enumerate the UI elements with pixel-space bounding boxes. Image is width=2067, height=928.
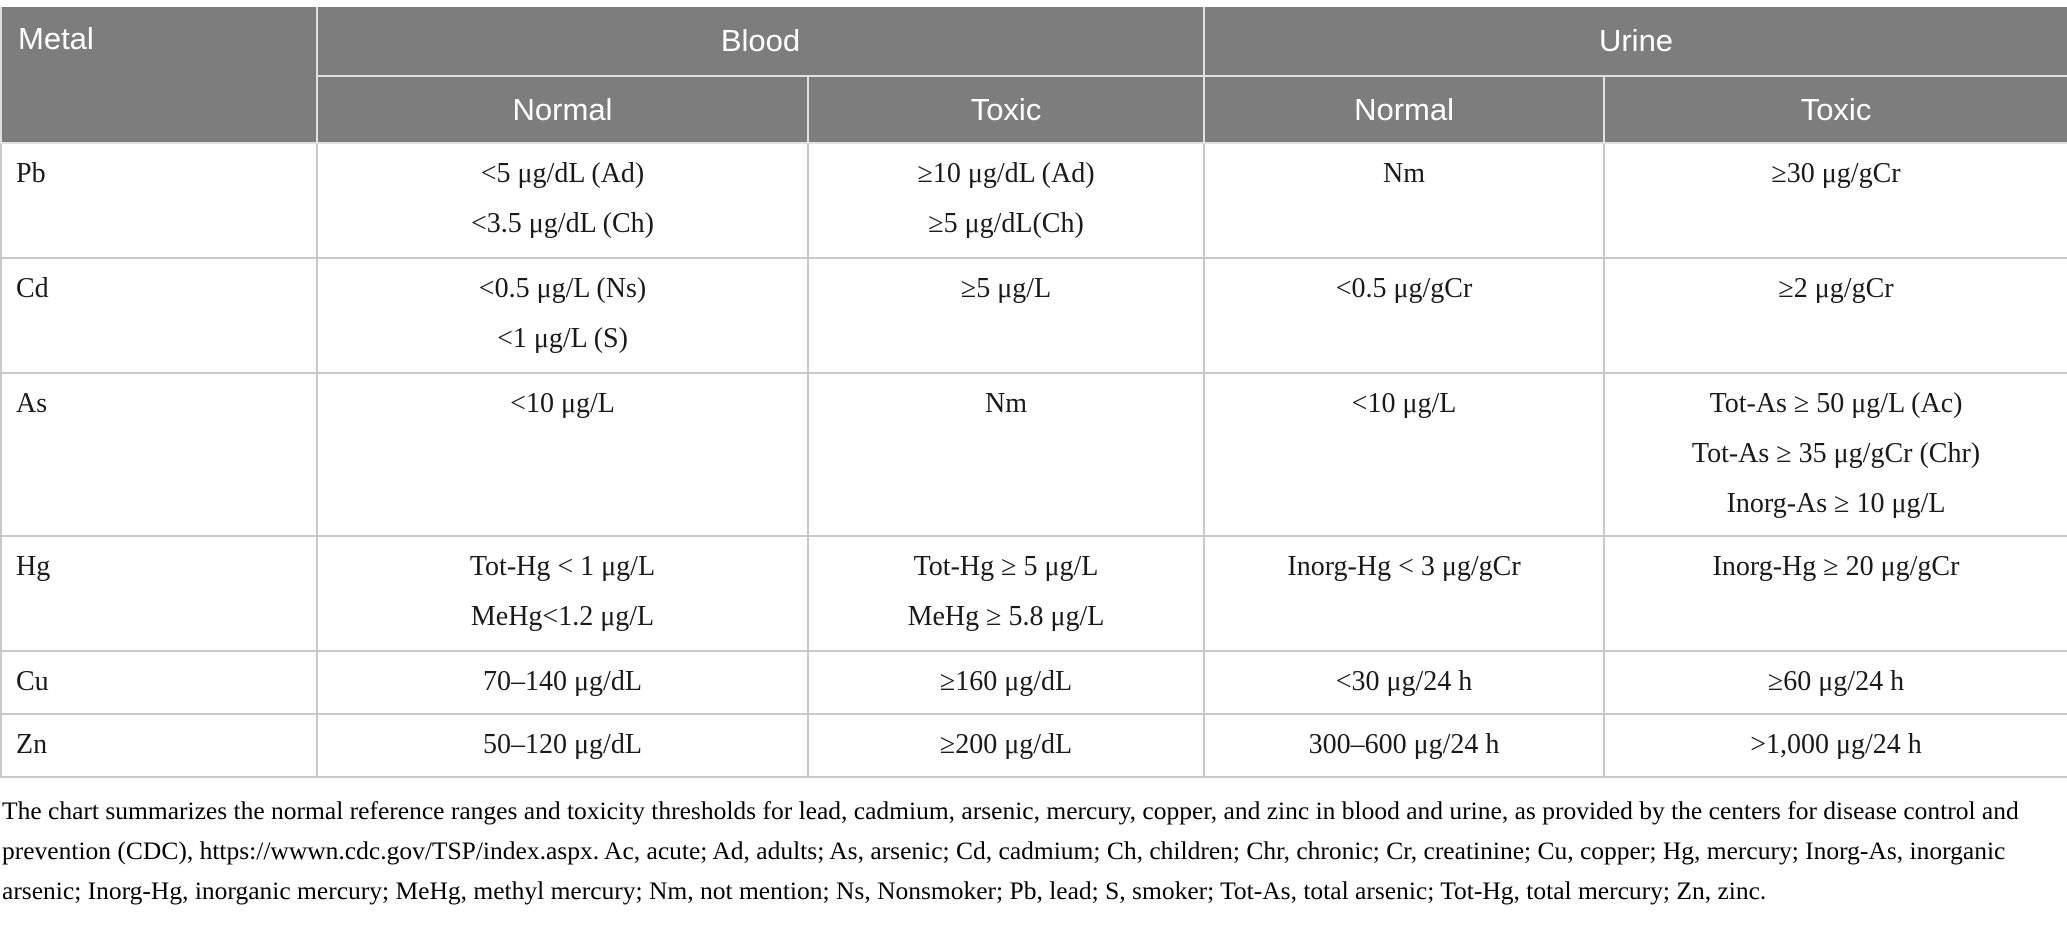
cell-line: ≥5 μg/dL(Ch): [928, 208, 1084, 239]
cell-line: <1 μg/L (S): [497, 323, 628, 354]
metal-label: Hg: [16, 551, 51, 582]
blood-toxic-cell: ≥10 μg/dL (Ad) ≥5 μg/dL(Ch): [806, 142, 1206, 259]
urine-normal-cell: <30 μg/24 h: [1203, 650, 1606, 715]
urine-normal-cell: <10 μg/L: [1203, 372, 1606, 537]
table-row-cd: Cd <0.5 μg/L (Ns) <1 μg/L (S) ≥5 μg/L <0…: [0, 257, 2067, 374]
header-urine: Urine: [1203, 7, 2067, 77]
metal-cell: Hg: [0, 535, 318, 652]
metal-cell: Cu: [0, 650, 318, 715]
blood-toxic-cell: ≥5 μg/L: [806, 257, 1206, 374]
metal-cell: Cd: [0, 257, 318, 374]
urine-toxic-cell: ≥2 μg/gCr: [1603, 257, 2067, 374]
metal-label: As: [16, 388, 48, 419]
footnote: The chart summarizes the normal referenc…: [2, 796, 2019, 905]
cell-line: Inorg-Hg < 3 μg/gCr: [1287, 551, 1521, 582]
blood-toxic-cell: Tot-Hg ≥ 5 μg/L MeHg ≥ 5.8 μg/L: [806, 535, 1206, 652]
cell-line: 50–120 μg/dL: [483, 729, 642, 760]
blood-toxic-cell: ≥160 μg/dL: [806, 650, 1206, 715]
header-row-subgroups: Normal Toxic Normal Toxic: [1, 76, 2067, 144]
cell-line: 300–600 μg/24 h: [1308, 729, 1500, 760]
cell-line: Tot-Hg < 1 μg/L: [469, 551, 656, 582]
cell-line: <30 μg/24 h: [1335, 666, 1473, 697]
urine-toxic-cell: Inorg-Hg ≥ 20 μg/gCr: [1603, 535, 2067, 652]
cell-line: Inorg-As ≥ 10 μg/L: [1726, 488, 1946, 519]
cell-line: <0.5 μg/gCr: [1335, 273, 1473, 304]
cell-line: Nm: [985, 388, 1027, 419]
cell-line: <3.5 μg/dL (Ch): [471, 208, 654, 239]
table-row-as: As <10 μg/L Nm <10 μg/L Tot-As ≥ 50 μg/L…: [0, 372, 2067, 537]
cell-line: <10 μg/L: [1351, 388, 1457, 419]
urine-normal-cell: 300–600 μg/24 h: [1203, 713, 1606, 778]
table-row-cu: Cu 70–140 μg/dL ≥160 μg/dL <30 μg/24 h ≥…: [0, 650, 2067, 715]
cell-line: Tot-Hg ≥ 5 μg/L: [913, 551, 1099, 582]
cell-line: Nm: [1383, 158, 1426, 189]
cell-line: <0.5 μg/L (Ns): [478, 273, 647, 304]
cell-line: ≥30 μg/gCr: [1771, 158, 1901, 189]
blood-normal-cell: <5 μg/dL (Ad) <3.5 μg/dL (Ch): [316, 142, 809, 259]
cell-line: >1,000 μg/24 h: [1750, 729, 1922, 760]
cell-line: ≥5 μg/L: [960, 273, 1052, 304]
cell-line: ≥160 μg/dL: [939, 666, 1073, 697]
header-blood: Blood: [315, 7, 1206, 77]
urine-normal-cell: <0.5 μg/gCr: [1203, 257, 1606, 374]
cell-line: MeHg ≥ 5.8 μg/L: [907, 601, 1105, 632]
metal-label: Cd: [16, 273, 49, 304]
urine-toxic-cell: ≥60 μg/24 h: [1603, 650, 2067, 715]
blood-normal-cell: 50–120 μg/dL: [316, 713, 809, 778]
blood-normal-cell: <0.5 μg/L (Ns) <1 μg/L (S): [316, 257, 809, 374]
urine-toxic-cell: >1,000 μg/24 h: [1603, 713, 2067, 778]
urine-toxic-cell: ≥30 μg/gCr: [1603, 142, 2067, 259]
cell-line: Tot-As ≥ 50 μg/L (Ac): [1709, 388, 1963, 419]
blood-toxic-cell: ≥200 μg/dL: [806, 713, 1206, 778]
header-urine-normal: Normal: [1203, 76, 1606, 144]
metal-label: Zn: [16, 729, 48, 760]
urine-normal-cell: Nm: [1203, 142, 1606, 259]
header-row-groups: Metal Blood Urine: [0, 7, 2067, 144]
table-row-pb: Pb <5 μg/dL (Ad) <3.5 μg/dL (Ch) ≥10 μg/…: [0, 142, 2067, 259]
table-row-hg: Hg Tot-Hg < 1 μg/L MeHg<1.2 μg/L Tot-Hg …: [0, 535, 2067, 652]
cell-line: Tot-As ≥ 35 μg/gCr (Chr): [1691, 438, 1981, 469]
cell-line: <10 μg/L: [510, 388, 615, 419]
blood-normal-cell: 70–140 μg/dL: [316, 650, 809, 715]
blood-normal-cell: Tot-Hg < 1 μg/L MeHg<1.2 μg/L: [316, 535, 809, 652]
cell-line: Inorg-Hg ≥ 20 μg/gCr: [1712, 551, 1960, 582]
table-row-zn: Zn 50–120 μg/dL ≥200 μg/dL 300–600 μg/24…: [0, 713, 2067, 778]
cell-line: 70–140 μg/dL: [483, 666, 642, 697]
cell-line: MeHg<1.2 μg/L: [470, 601, 655, 632]
header-blood-normal: Normal: [316, 76, 809, 144]
metal-cell: As: [0, 372, 318, 537]
reference-table: Metal Blood Urine Normal Toxic Normal To…: [0, 7, 2067, 778]
urine-normal-cell: Inorg-Hg < 3 μg/gCr: [1203, 535, 1606, 652]
cell-line: ≥10 μg/dL (Ad): [917, 158, 1095, 189]
urine-toxic-cell: Tot-As ≥ 50 μg/L (Ac) Tot-As ≥ 35 μg/gCr…: [1603, 372, 2067, 537]
metal-cell: Zn: [0, 713, 318, 778]
cell-line: ≥2 μg/gCr: [1778, 273, 1894, 304]
metal-cell: Pb: [0, 142, 318, 259]
header-urine-toxic: Toxic: [1603, 76, 2067, 144]
cell-line: <5 μg/dL (Ad): [480, 158, 645, 189]
header-blood-toxic: Toxic: [806, 76, 1206, 144]
metal-label: Cu: [16, 666, 49, 697]
cell-line: ≥200 μg/dL: [939, 729, 1073, 760]
metal-label: Pb: [16, 158, 46, 189]
cell-line: ≥60 μg/24 h: [1767, 666, 1905, 697]
header-metal: Metal: [0, 7, 318, 144]
blood-normal-cell: <10 μg/L: [316, 372, 809, 537]
blood-toxic-cell: Nm: [806, 372, 1206, 537]
